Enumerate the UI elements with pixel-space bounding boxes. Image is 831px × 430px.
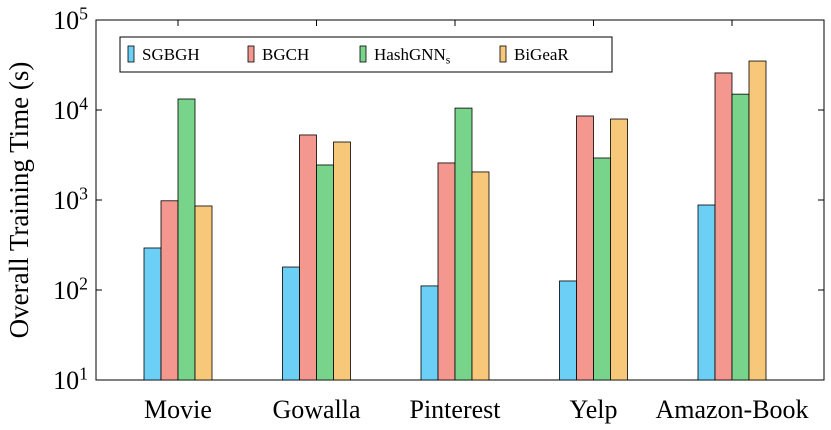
- legend-swatch: [247, 45, 255, 63]
- legend-label: SGBGH: [142, 45, 200, 64]
- bar: [697, 204, 716, 381]
- x-tick-label: Amazon-Book: [655, 395, 808, 424]
- y-tick-label: 105: [53, 3, 88, 35]
- bar: [333, 141, 351, 381]
- legend-swatch: [499, 45, 507, 63]
- x-tick-label: Yelp: [570, 395, 618, 424]
- bar: [299, 134, 317, 381]
- bar: [316, 164, 334, 381]
- bar: [437, 162, 456, 381]
- bar: [748, 60, 767, 381]
- x-tick-label: Gowalla: [272, 395, 361, 424]
- legend-label: BGCH: [262, 45, 309, 64]
- bar: [714, 72, 733, 381]
- bar: [177, 98, 196, 381]
- bar: [731, 93, 750, 381]
- bar: [471, 171, 490, 381]
- bar: [593, 157, 611, 381]
- y-tick-label: 102: [53, 273, 88, 305]
- bar: [559, 280, 577, 381]
- x-tick-label: Movie: [144, 395, 212, 424]
- legend-swatch: [359, 45, 367, 63]
- legend-label: HashGNNs: [374, 45, 451, 66]
- legend-swatch: [127, 45, 135, 63]
- bar: [160, 200, 179, 381]
- y-tick-label: 103: [53, 183, 88, 215]
- y-axis-label: Overall Training Time (s): [4, 62, 34, 339]
- x-tick-label: Pinterest: [410, 395, 502, 424]
- y-tick-label: 104: [53, 93, 88, 125]
- bar: [610, 118, 628, 381]
- bar: [143, 247, 162, 381]
- legend-label: BiGeaR: [514, 45, 569, 64]
- y-tick-label: 101: [53, 363, 88, 395]
- bar: [420, 285, 439, 381]
- bar: [454, 107, 473, 381]
- bar: [282, 266, 300, 381]
- bar: [576, 115, 594, 381]
- bar: [194, 205, 213, 381]
